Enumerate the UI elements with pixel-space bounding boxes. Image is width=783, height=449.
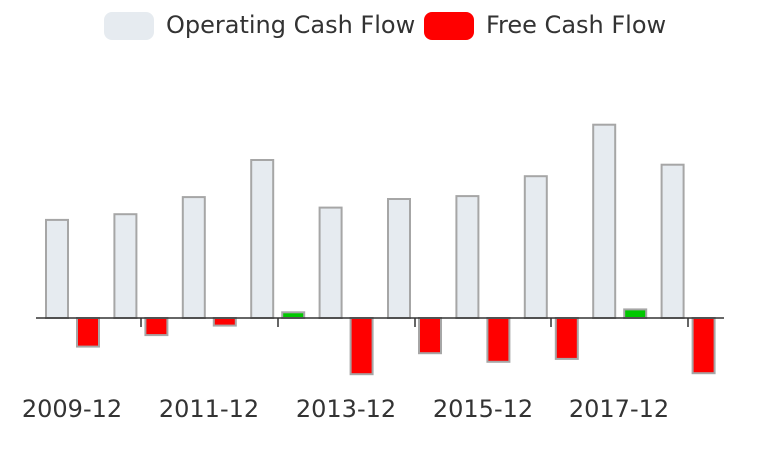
bar-free-cash-flow-2015-12[interactable]: [486, 317, 511, 363]
bar-free-cash-flow-2018-12[interactable]: [691, 317, 716, 375]
bar-operating-cash-flow-2014-12[interactable]: [387, 198, 411, 319]
bar-free-cash-flow-2010-12[interactable]: [144, 317, 169, 337]
x-tick-label: 2013-12: [296, 395, 396, 423]
legend-swatch-free-cash-flow[interactable]: [424, 12, 474, 40]
bar-free-cash-flow-2012-12[interactable]: [281, 311, 306, 319]
legend-label-free-cash-flow[interactable]: Free Cash Flow: [486, 11, 666, 39]
bar-operating-cash-flow-2016-12[interactable]: [523, 175, 548, 319]
bar-operating-cash-flow-2010-12[interactable]: [113, 213, 138, 319]
bar-operating-cash-flow-2013-12[interactable]: [318, 206, 343, 320]
bar-operating-cash-flow-2012-12[interactable]: [250, 159, 275, 319]
legend-swatch-operating-cash-flow[interactable]: [104, 12, 154, 40]
x-tick-label: 2017-12: [569, 395, 669, 423]
x-axis: 2009-12 2011-12 2013-12 2015-12 2017-12: [22, 317, 724, 423]
bar-operating-cash-flow-2011-12[interactable]: [181, 196, 206, 320]
bar-free-cash-flow-2013-12[interactable]: [349, 317, 374, 376]
bar-operating-cash-flow-2018-12[interactable]: [660, 163, 685, 319]
legend-label-operating-cash-flow[interactable]: Operating Cash Flow: [166, 11, 415, 39]
bar-operating-cash-flow-2017-12[interactable]: [592, 123, 617, 319]
legend: Operating Cash Flow Free Cash Flow: [104, 11, 666, 40]
bars-group: [45, 123, 716, 376]
bar-free-cash-flow-2017-12[interactable]: [623, 308, 648, 319]
bar-free-cash-flow-2016-12[interactable]: [554, 317, 579, 360]
x-tick-label: 2009-12: [22, 395, 122, 423]
bar-free-cash-flow-2011-12[interactable]: [212, 317, 237, 327]
bar-free-cash-flow-2009-12[interactable]: [76, 317, 100, 348]
bar-free-cash-flow-2014-12[interactable]: [418, 317, 442, 355]
bar-operating-cash-flow-2015-12[interactable]: [455, 195, 480, 320]
x-tick-label: 2015-12: [433, 395, 533, 423]
x-tick-label: 2011-12: [159, 395, 259, 423]
bar-operating-cash-flow-2009-12[interactable]: [45, 218, 69, 319]
